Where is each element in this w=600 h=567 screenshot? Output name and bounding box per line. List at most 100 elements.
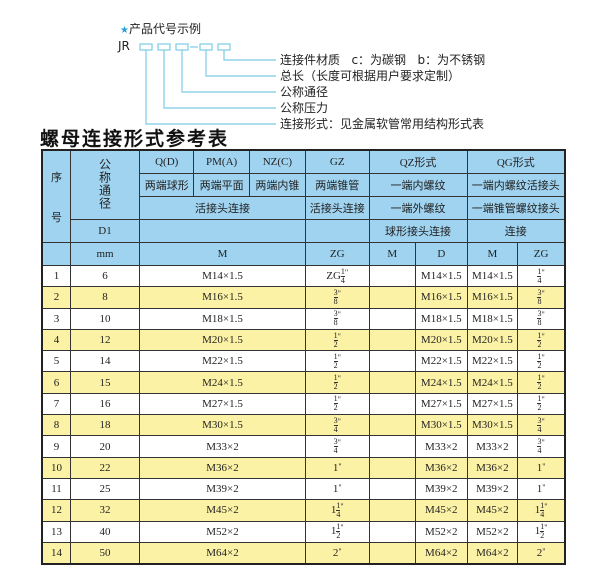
header-qz-m: M bbox=[368, 242, 417, 266]
code-box-2 bbox=[157, 43, 171, 51]
cell-qz-d: M64×2 bbox=[415, 541, 468, 565]
cell-m: M33×2 bbox=[139, 435, 306, 458]
header-nz: NZ(C) bbox=[248, 149, 306, 174]
cell-m: M18×1.5 bbox=[139, 307, 306, 330]
cell-qg-zg: 2" bbox=[517, 541, 566, 565]
cell-m: M27×1.5 bbox=[139, 392, 306, 416]
cell-qz-d: M45×2 bbox=[415, 499, 468, 522]
cell-qz-d: M18×1.5 bbox=[415, 307, 468, 330]
header-gz: GZ bbox=[304, 149, 370, 174]
cell-m: M39×2 bbox=[139, 477, 306, 501]
cell-no: 3 bbox=[41, 307, 72, 330]
cell-m: M24×1.5 bbox=[139, 371, 306, 394]
header-qd: Q(D) bbox=[139, 149, 195, 174]
cell-dn: 14 bbox=[70, 350, 141, 373]
label-nominal-pressure: 公称压力 bbox=[280, 101, 329, 115]
zg-whole: 1 bbox=[536, 483, 543, 496]
cell-qg-m: M14×1.5 bbox=[466, 264, 519, 288]
cell-qz-d: M52×2 bbox=[415, 520, 468, 543]
cell-qz-m bbox=[368, 264, 417, 288]
cell-qz-m bbox=[368, 392, 417, 416]
cell-qz-m bbox=[368, 477, 417, 501]
cell-zg: 1" bbox=[304, 477, 370, 501]
cell-qg-zg: 3 4 " bbox=[517, 414, 566, 437]
cell-qz-d: M24×1.5 bbox=[415, 371, 468, 394]
cell-no: 13 bbox=[41, 520, 72, 543]
code-box-1 bbox=[139, 43, 153, 51]
cell-zg: 3 8 " bbox=[304, 286, 370, 309]
cell-qz-d: M30×1.5 bbox=[415, 414, 468, 437]
header-empty bbox=[41, 242, 72, 266]
cell-m: M16×1.5 bbox=[139, 286, 306, 309]
leader-line-5 bbox=[145, 50, 276, 125]
cell-qg-zg: 1 4 " bbox=[517, 264, 566, 288]
cell-qz-d: M33×2 bbox=[415, 435, 468, 458]
example-title-text: 产品代号示例 bbox=[128, 22, 201, 36]
cell-dn: 50 bbox=[70, 541, 141, 565]
cell-qg-m: M27×1.5 bbox=[466, 392, 519, 416]
cell-qz-m bbox=[368, 307, 417, 330]
header-qz-d: D bbox=[415, 242, 468, 266]
zg-whole: 2 bbox=[536, 547, 543, 559]
cell-zg: 1 2 " bbox=[304, 350, 370, 373]
cell-no: 12 bbox=[41, 499, 72, 522]
cell-qz-m bbox=[368, 350, 417, 373]
cell-dn: 20 bbox=[70, 435, 141, 458]
cell-m: M64×2 bbox=[139, 541, 306, 565]
cell-qg-m: M45×2 bbox=[466, 499, 519, 522]
table-row: 11 25 M39×2 1" M39×2 M39×2 1" bbox=[41, 477, 566, 501]
table-row: 5 14 M22×1.5 1 2 " M22×1.5 M22×1.5 1 2 " bbox=[41, 350, 566, 373]
cell-dn: 10 bbox=[70, 307, 141, 330]
cell-qg-zg: 1 2 " bbox=[517, 350, 566, 373]
cell-qg-m: M64×2 bbox=[466, 541, 519, 565]
header-seq: 序号 bbox=[41, 149, 72, 243]
header-qg-desc2: 一端锥管螺纹接头 bbox=[466, 196, 566, 220]
header-pm: PM(A) bbox=[193, 149, 250, 174]
zg-whole: 1 bbox=[534, 525, 541, 538]
cell-zg: 1" bbox=[304, 456, 370, 479]
cell-zg: 1 1 4 " bbox=[304, 499, 370, 522]
table-row: 6 15 M24×1.5 1 2 " M24×1.5 M24×1.5 1 2 " bbox=[41, 371, 566, 394]
cell-dn: 15 bbox=[70, 371, 141, 394]
cell-qz-m bbox=[368, 328, 417, 352]
cell-zg: ZG 1 4 " bbox=[304, 264, 370, 288]
header-union-connection: 活接头连接 bbox=[139, 196, 306, 220]
code-box-4 bbox=[199, 43, 213, 51]
cell-qg-zg: 3 8 " bbox=[517, 286, 566, 309]
leader-line-4 bbox=[163, 50, 276, 109]
cell-qg-zg: 1" bbox=[517, 456, 566, 479]
code-box-3 bbox=[175, 43, 189, 51]
table-row: 3 10 M18×1.5 3 8 " M18×1.5 M18×1.5 3 8 " bbox=[41, 307, 566, 330]
table-row: 4 12 M20×1.5 1 2 " M20×1.5 M20×1.5 1 2 " bbox=[41, 328, 566, 352]
cell-dn: 32 bbox=[70, 499, 141, 522]
cell-qz-d: M20×1.5 bbox=[415, 328, 468, 352]
cell-qz-d: M36×2 bbox=[415, 456, 468, 479]
cell-qg-m: M39×2 bbox=[466, 477, 519, 501]
cell-qg-zg: 1 2 " bbox=[517, 371, 566, 394]
cell-dn: 8 bbox=[70, 286, 141, 309]
cell-qg-m: M52×2 bbox=[466, 520, 519, 543]
header-nz-desc: 两端内锥 bbox=[248, 173, 306, 197]
cell-dn: 25 bbox=[70, 477, 141, 501]
table-row: 14 50 M64×2 2" M64×2 M64×2 2" bbox=[41, 541, 566, 565]
cell-dn: 16 bbox=[70, 392, 141, 416]
header-qz-desc3: 球形接头连接 bbox=[368, 219, 468, 243]
header-mm: mm bbox=[70, 242, 141, 266]
cell-no: 7 bbox=[41, 392, 72, 416]
leader-line-2 bbox=[205, 50, 276, 77]
example-title: ★产品代号示例 bbox=[120, 20, 201, 37]
cell-qz-d: M27×1.5 bbox=[415, 392, 468, 416]
header-qz-desc: 一端内螺纹 bbox=[368, 173, 468, 197]
cell-qz-m bbox=[368, 541, 417, 565]
